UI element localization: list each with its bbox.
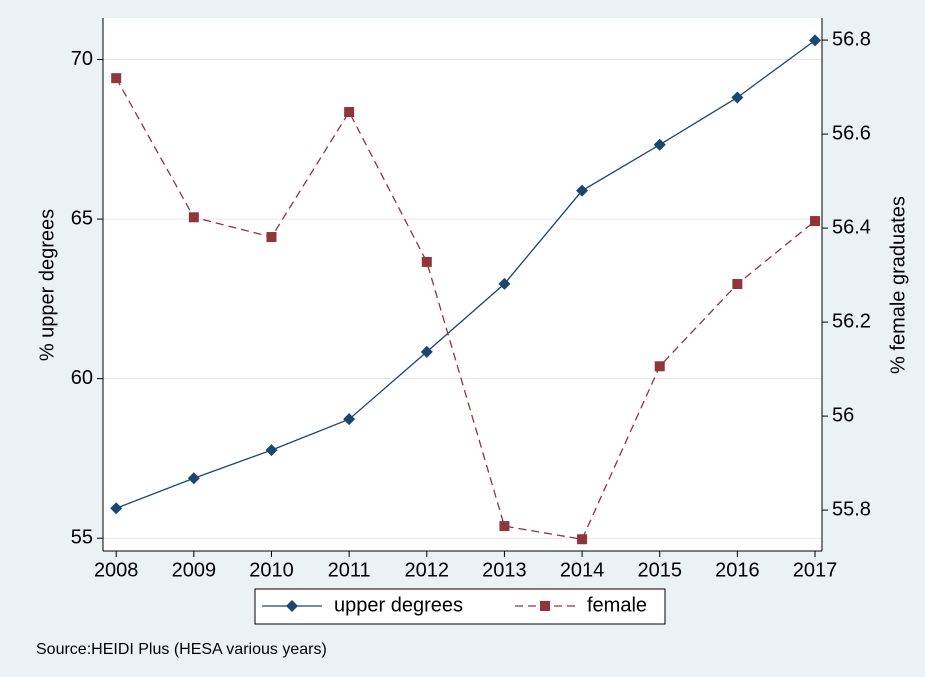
marker [498, 277, 511, 290]
x-tick-label: 2017 [793, 559, 838, 581]
x-tick-label: 2008 [94, 559, 139, 581]
marker [577, 534, 588, 545]
marker [421, 256, 432, 267]
marker [653, 138, 666, 151]
marker [266, 232, 277, 243]
y-tick-label: 60 [71, 367, 93, 389]
y-axis-title: % upper degrees [36, 209, 58, 361]
marker [731, 91, 744, 104]
x-tick-label: 2009 [172, 559, 217, 581]
marker [265, 444, 278, 457]
y2-tick-label: 56 [832, 404, 854, 426]
y2-axis-title: % female graduates [887, 196, 909, 374]
y2-tick-label: 56.6 [832, 122, 871, 144]
marker [111, 73, 122, 84]
marker [187, 472, 200, 485]
marker [188, 212, 199, 223]
marker [810, 216, 821, 227]
plot-area [103, 18, 822, 551]
y-tick-label: 55 [71, 527, 93, 549]
marker [809, 34, 822, 47]
marker [420, 345, 433, 358]
y2-tick-label: 55.8 [832, 498, 871, 520]
x-tick-label: 2016 [715, 559, 760, 581]
y2-tick-label: 56.4 [832, 216, 871, 238]
y2-tick-label: 56.8 [832, 28, 871, 50]
marker [343, 413, 356, 426]
marker [654, 361, 665, 372]
source-note: Source:HEIDI Plus (HESA various years) [36, 641, 327, 658]
legend-marker [540, 601, 550, 611]
marker [576, 184, 589, 197]
marker [110, 502, 123, 515]
series-line [115, 39, 816, 509]
legend-box [254, 588, 666, 625]
series-line [115, 77, 816, 540]
marker [344, 107, 355, 118]
legend-label: female [587, 594, 647, 616]
x-tick-label: 2014 [560, 559, 605, 581]
marker [499, 521, 510, 532]
x-tick-label: 2010 [249, 559, 294, 581]
x-tick-label: 2011 [328, 559, 371, 581]
marker [732, 279, 743, 290]
x-tick-label: 2012 [405, 559, 450, 581]
legend-label: upper degrees [334, 594, 463, 616]
y2-tick-label: 56.2 [832, 310, 871, 332]
y-tick-label: 70 [71, 48, 93, 70]
legend-marker [286, 600, 298, 612]
y-tick-label: 65 [71, 207, 93, 229]
x-tick-label: 2013 [482, 559, 527, 581]
x-tick-label: 2015 [637, 559, 682, 581]
